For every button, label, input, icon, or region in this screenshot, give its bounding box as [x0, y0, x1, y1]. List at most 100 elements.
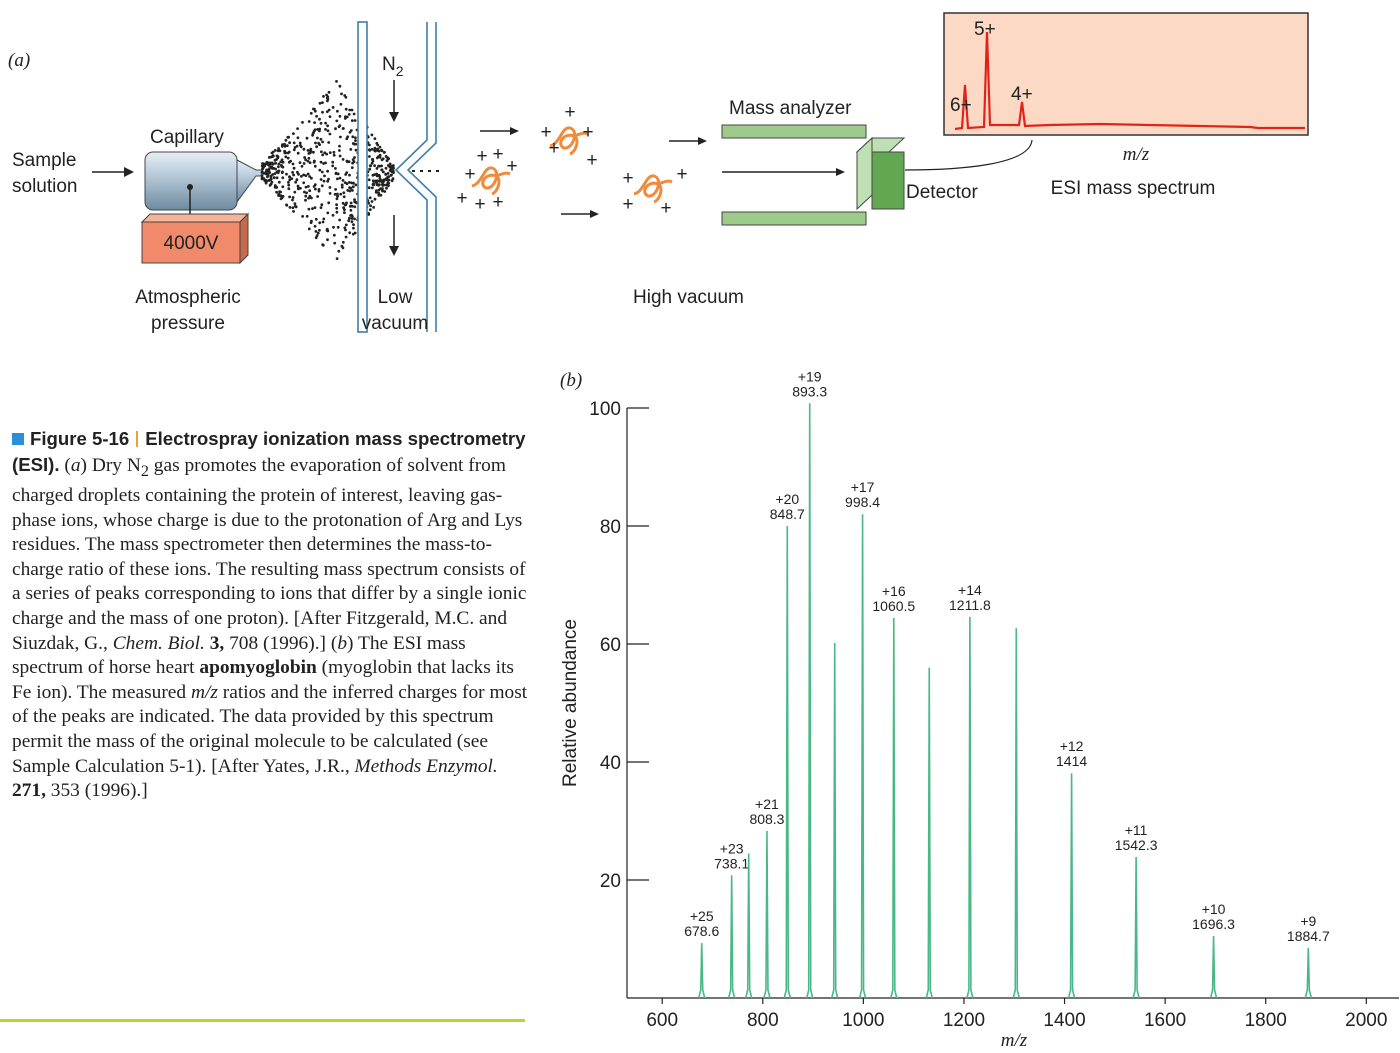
droplet [380, 148, 383, 152]
droplet [348, 216, 351, 220]
droplet [315, 114, 318, 118]
droplet [295, 144, 299, 148]
droplet [324, 127, 327, 131]
droplet [325, 93, 328, 97]
droplet [326, 129, 330, 133]
charge-label: +21 [755, 796, 779, 812]
peak [858, 514, 867, 999]
droplet [291, 171, 294, 174]
droplet [338, 84, 342, 88]
droplet [308, 175, 311, 178]
text: 271, [12, 780, 46, 802]
droplet [287, 183, 291, 187]
droplet [280, 165, 284, 168]
droplet [307, 185, 310, 188]
droplet [279, 197, 283, 201]
droplet [370, 200, 374, 203]
droplet [305, 191, 308, 195]
droplet [368, 208, 372, 212]
droplet [269, 174, 273, 178]
droplet [269, 182, 273, 186]
droplet [280, 158, 284, 162]
mz-label: 893.3 [792, 383, 827, 399]
droplet [379, 193, 383, 197]
droplet [390, 179, 394, 183]
droplet [314, 187, 317, 191]
droplet [343, 181, 347, 185]
droplet [301, 121, 304, 124]
droplet [392, 171, 395, 175]
droplet [354, 136, 357, 140]
charge-sign: + [492, 144, 503, 165]
droplet [353, 119, 357, 122]
peak-label: 5+ [974, 19, 996, 40]
droplet [322, 95, 325, 98]
charge-label: +14 [958, 582, 982, 598]
droplet [381, 189, 385, 193]
droplet [311, 133, 315, 136]
x-tick-label: 1600 [1144, 1010, 1186, 1031]
droplet [310, 176, 313, 180]
droplet [300, 174, 303, 178]
droplet [339, 102, 343, 106]
droplet [320, 203, 324, 207]
droplet [378, 183, 381, 187]
droplet [373, 197, 377, 201]
box-side [239, 212, 249, 265]
droplet [322, 162, 325, 165]
droplet [381, 187, 384, 190]
droplet [307, 152, 311, 155]
droplet [302, 173, 306, 177]
droplet [319, 137, 323, 141]
droplet [353, 156, 356, 159]
droplet [378, 164, 382, 168]
droplet [351, 158, 355, 162]
droplet [314, 141, 317, 145]
droplet [314, 230, 318, 233]
droplet [262, 163, 265, 167]
droplet [335, 119, 339, 123]
droplet [331, 160, 335, 164]
label: Detector [906, 182, 978, 203]
text: ) Dry N [80, 454, 141, 476]
droplet [288, 175, 291, 179]
droplet [385, 177, 388, 181]
droplet [296, 170, 299, 174]
droplet [315, 234, 319, 238]
droplet [335, 197, 339, 201]
droplet [328, 186, 332, 189]
droplet [309, 149, 312, 153]
droplet [313, 164, 317, 168]
droplet [284, 138, 288, 142]
droplet [269, 177, 273, 181]
droplet [385, 159, 389, 163]
x-tick-label: 1000 [842, 1010, 884, 1031]
droplet [348, 186, 351, 190]
ions: ++ +++ + +++++++ ++ + [456, 102, 687, 219]
charge-label: +16 [882, 583, 906, 599]
droplet [367, 148, 371, 152]
droplet [387, 175, 391, 179]
droplet [324, 121, 327, 125]
droplet [352, 226, 355, 230]
droplet [348, 173, 351, 177]
charge-label: +19 [798, 368, 822, 384]
droplet [326, 124, 329, 128]
droplet [350, 108, 354, 112]
droplet [384, 173, 388, 176]
y-tick-label: 40 [600, 753, 621, 774]
droplet [336, 172, 340, 176]
divider [0, 1019, 525, 1022]
droplet [334, 127, 337, 131]
droplet [342, 206, 345, 210]
droplet [319, 178, 323, 181]
droplet [370, 133, 374, 137]
droplet [296, 136, 300, 140]
droplet [328, 192, 332, 195]
connector [904, 139, 1033, 171]
y-tick-label: 100 [589, 399, 621, 420]
x-axis-label: m/z [1001, 1030, 1028, 1051]
droplet [370, 186, 374, 190]
droplet [371, 159, 375, 163]
droplet [307, 196, 310, 200]
